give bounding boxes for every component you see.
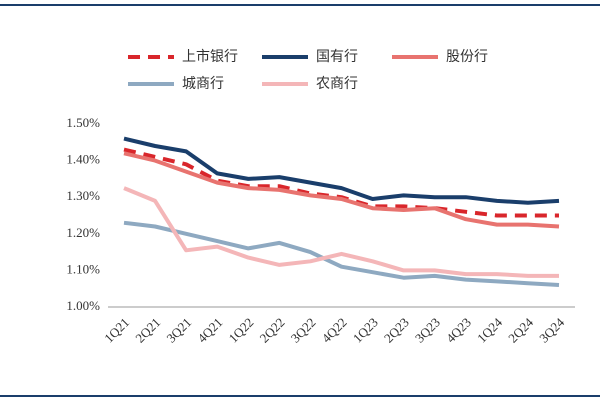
x-tick-label: 2Q24 [505, 314, 536, 345]
x-tick-label: 1Q21 [101, 315, 132, 346]
series-line [123, 186, 559, 278]
legend-label: 农商行 [316, 76, 358, 92]
y-tick-label: 1.10% [66, 261, 100, 276]
x-tick-label: 3Q21 [163, 315, 194, 346]
legend-label: 股份行 [446, 49, 488, 65]
series-line [123, 136, 560, 205]
x-tick-label: 3Q23 [412, 315, 443, 346]
x-tick-label: 4Q22 [319, 315, 350, 346]
x-tick-label: 1Q24 [474, 314, 505, 345]
series-line [123, 220, 560, 287]
legend-label: 城商行 [182, 76, 224, 92]
series-line [123, 147, 559, 218]
y-tick-label: 1.20% [66, 225, 100, 240]
x-tick-label: 3Q22 [288, 315, 319, 346]
x-tick-label: 2Q23 [381, 315, 412, 346]
x-tick-label: 2Q21 [132, 315, 163, 346]
series-line [123, 151, 560, 229]
legend-label: 国有行 [316, 49, 358, 65]
y-tick-label: 1.30% [66, 188, 100, 203]
y-tick-label: 1.00% [66, 298, 100, 313]
y-tick-label: 1.50% [66, 115, 100, 130]
x-tick-label: 4Q21 [194, 315, 225, 346]
x-tick-label: 1Q23 [350, 315, 381, 346]
y-tick-label: 1.40% [66, 152, 100, 167]
x-tick-label: 2Q22 [257, 315, 288, 346]
legend-label: 上市银行 [182, 48, 238, 65]
x-tick-label: 3Q24 [536, 314, 567, 345]
x-tick-label: 4Q23 [443, 315, 474, 346]
x-tick-label: 1Q22 [225, 315, 256, 346]
